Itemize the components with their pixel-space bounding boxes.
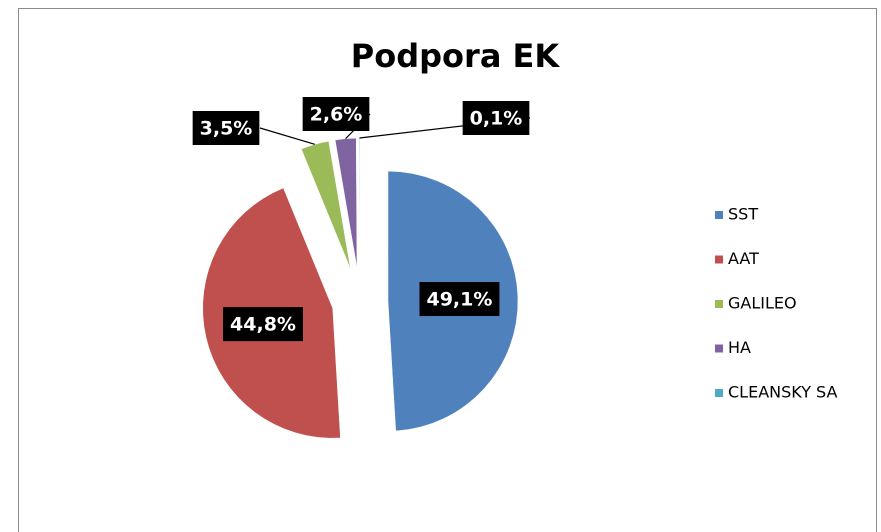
- data-label: 0,1%: [470, 108, 523, 130]
- data-label-bg: [462, 101, 530, 135]
- data-label-bg: [192, 111, 260, 145]
- legend-label: HA: [728, 338, 751, 357]
- data-label: 3,5%: [200, 118, 253, 140]
- legend-label: GALILEO: [728, 294, 797, 313]
- legend-label: SST: [728, 205, 758, 224]
- legend-label: AAT: [728, 249, 759, 268]
- data-label-group: 44,8%: [223, 307, 303, 342]
- legend-swatch: [715, 300, 723, 308]
- data-label: 49,1%: [426, 289, 492, 311]
- data-label-group: 0,1%: [462, 101, 530, 135]
- chart-title: Podpora EK: [351, 37, 561, 75]
- legend-swatch: [715, 255, 723, 264]
- data-label-bg: [223, 307, 303, 342]
- legend-swatch: [715, 389, 723, 397]
- data-label: 44,8%: [230, 314, 296, 336]
- legend-swatch: [715, 344, 723, 353]
- data-label-group: 49,1%: [419, 282, 500, 317]
- legend-swatch: [715, 211, 723, 219]
- legend-label: CLEANSKY SA: [728, 383, 838, 402]
- data-label-group: 2,6%: [302, 97, 370, 131]
- data-label-bg: [419, 282, 500, 317]
- data-label: 2,6%: [310, 104, 363, 126]
- data-label-bg: [302, 97, 370, 131]
- leader-line: [259, 127, 315, 145]
- pie-slice: [300, 140, 351, 270]
- pie-slice: [334, 137, 358, 269]
- data-label-group: 3,5%: [192, 111, 260, 145]
